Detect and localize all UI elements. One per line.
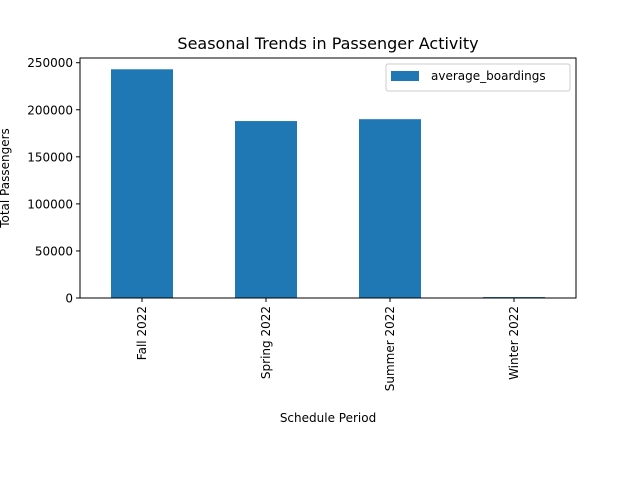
y-tick-label: 200000 xyxy=(27,103,73,117)
legend-frame xyxy=(385,63,571,92)
y-tick-label: 0 xyxy=(65,292,73,306)
y-tick-label: 150000 xyxy=(27,150,73,164)
plot-frame xyxy=(79,57,577,299)
y-axis-title: Total Passengers xyxy=(0,128,12,229)
x-tick-label: Winter 2022 xyxy=(507,306,521,380)
x-tick-label: Fall 2022 xyxy=(135,306,149,360)
bar xyxy=(111,69,173,298)
bar xyxy=(359,119,421,299)
y-tick-label: 100000 xyxy=(27,197,73,211)
y-tick-label: 50000 xyxy=(35,244,73,258)
chart-title: Seasonal Trends in Passenger Activity xyxy=(177,34,478,53)
x-axis-ticks: Fall 2022 Spring 2022 Summer 2022 Winter 20… xyxy=(135,298,521,391)
legend: average_boardings xyxy=(385,63,571,92)
x-axis-title: Schedule Period xyxy=(280,411,376,425)
legend-swatch xyxy=(391,71,419,81)
bar xyxy=(235,121,297,298)
y-axis-ticks: 0 50000 100000 150000 200000 250000 xyxy=(27,56,80,306)
legend-label: average_boardings xyxy=(431,69,546,83)
x-tick-label: Spring 2022 xyxy=(259,306,273,379)
bars-layer xyxy=(111,69,545,299)
y-tick-label: 250000 xyxy=(27,56,73,70)
x-tick-label: Summer 2022 xyxy=(383,306,397,391)
